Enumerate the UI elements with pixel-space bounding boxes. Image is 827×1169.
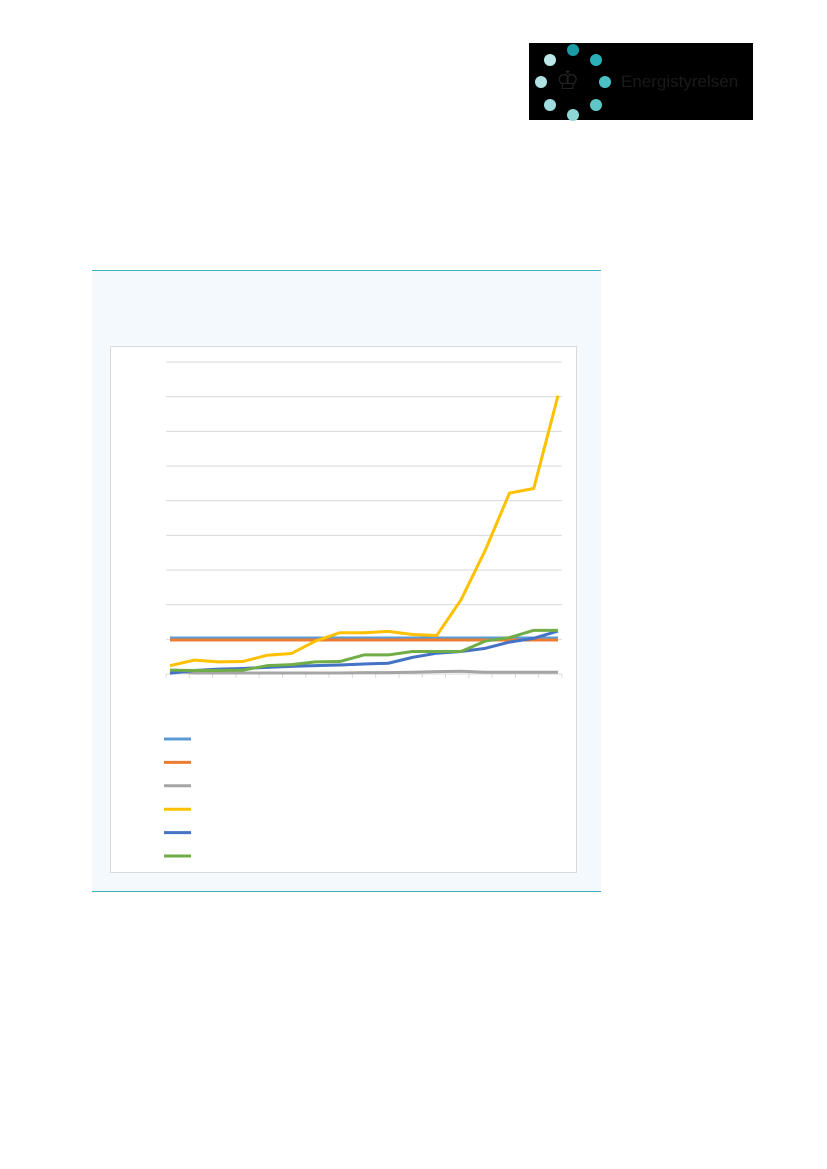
logo-dot [567, 109, 579, 121]
crown-icon: ♔ [556, 65, 580, 95]
logo-dot [590, 99, 602, 111]
series-line-4 [169, 395, 560, 668]
logo-dot [590, 54, 602, 66]
logo-dot [544, 99, 556, 111]
chart-area [110, 346, 577, 873]
series-line-5 [169, 629, 559, 675]
series-line-6 [169, 628, 558, 673]
series-line-3 [169, 669, 558, 675]
logo-dot [544, 54, 556, 66]
logo-dot [599, 76, 611, 88]
logo-text: Energistyrelsen [621, 72, 739, 91]
energistyrelsen-logo: Energistyrelsen ♔ [529, 43, 753, 121]
logo-dot [535, 76, 547, 88]
line-chart [164, 361, 563, 858]
logo-dot [567, 44, 579, 56]
